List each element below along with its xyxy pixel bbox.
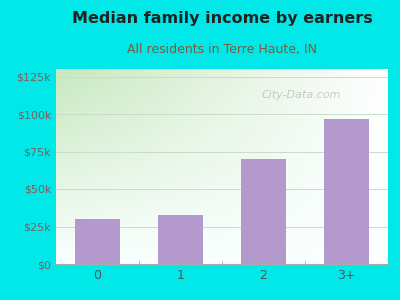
Bar: [158, 214, 203, 264]
Text: City-Data.com: City-Data.com: [262, 90, 342, 100]
Text: Median family income by earners: Median family income by earners: [72, 11, 372, 26]
Bar: [241, 159, 286, 264]
Bar: [324, 118, 369, 264]
Bar: [75, 219, 120, 264]
Text: All residents in Terre Haute, IN: All residents in Terre Haute, IN: [127, 44, 317, 56]
